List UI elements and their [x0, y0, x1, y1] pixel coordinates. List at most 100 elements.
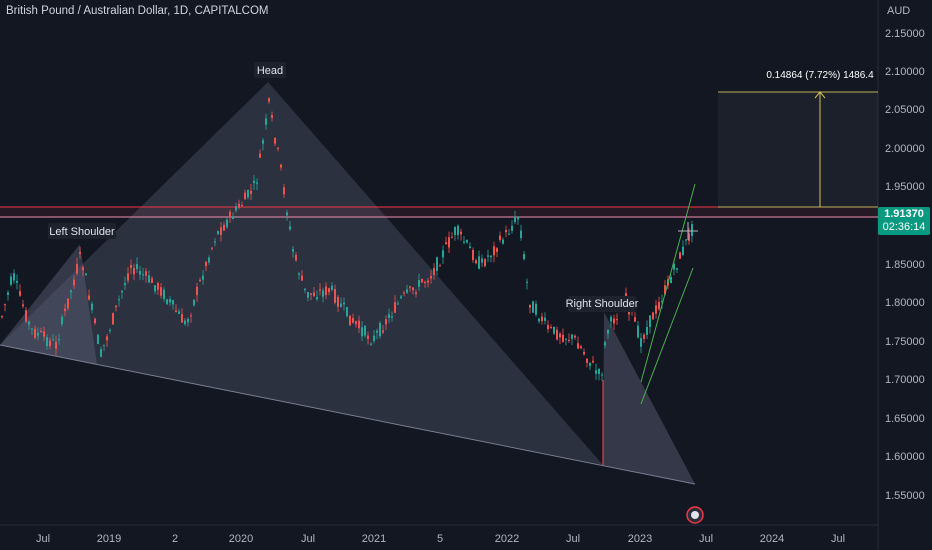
candle-body [28, 321, 30, 325]
candle-body [112, 313, 114, 325]
measure-box[interactable] [718, 92, 878, 207]
price-tick: 2.15000 [885, 28, 925, 40]
candle-body [676, 268, 678, 270]
candle-body [310, 293, 312, 295]
candle-body [436, 257, 438, 271]
candle-body [520, 230, 522, 238]
candle-body [76, 264, 78, 274]
candle-body [463, 241, 465, 243]
candle-body [607, 329, 609, 334]
candle-body [13, 273, 15, 281]
candle-body [685, 239, 687, 241]
candle-body [79, 251, 81, 254]
candle-body [274, 137, 276, 144]
time-tick: 2022 [495, 533, 519, 545]
candle-body [613, 318, 615, 324]
candle-body [514, 216, 516, 223]
candle-body [592, 360, 594, 363]
candle-body [655, 305, 657, 314]
candle-body [640, 338, 642, 347]
candle-body [358, 320, 360, 329]
candle-body [235, 206, 237, 211]
candle-body [241, 204, 243, 206]
head-triangle[interactable] [0, 82, 603, 465]
candle-body [472, 249, 474, 261]
candle-body [442, 250, 444, 258]
candle-body [523, 254, 525, 260]
candle-body [649, 315, 651, 327]
candle-body [460, 231, 462, 235]
pattern-base-line [0, 344, 696, 485]
left-shoulder-triangle[interactable] [0, 244, 97, 365]
candle-body [433, 268, 435, 275]
candle-body [394, 302, 396, 313]
candle-body [181, 314, 183, 323]
candle-body [376, 330, 378, 333]
candle-body [451, 236, 453, 238]
time-tick: 2023 [628, 533, 652, 545]
candle-body [217, 230, 219, 235]
candle-body [190, 315, 192, 317]
candle-body [373, 335, 375, 342]
candle-body [616, 319, 618, 321]
candle-body [82, 267, 84, 271]
time-tick: Jul [831, 533, 845, 545]
candle-body [577, 343, 579, 349]
channel-lower-line[interactable] [640, 267, 694, 405]
candle-body [85, 273, 87, 276]
candle-body [664, 285, 666, 295]
candle-body [283, 187, 285, 195]
candle-body [508, 233, 510, 235]
channel-upper-line[interactable] [640, 183, 696, 383]
price-tick: 1.60000 [885, 451, 925, 463]
candle-body [481, 258, 483, 263]
candle-body [154, 285, 156, 292]
candle-body [70, 290, 72, 293]
candle-body [532, 301, 534, 313]
candle-body [535, 303, 537, 315]
candle-body [406, 289, 408, 293]
candle-body [562, 334, 564, 342]
candle-body [160, 287, 162, 296]
candle-body [634, 317, 636, 322]
candle-body [364, 325, 366, 336]
candle-body [673, 263, 675, 270]
candle-body [73, 279, 75, 286]
candle-body [169, 299, 171, 303]
candle-body [403, 292, 405, 294]
candle-body [19, 291, 21, 296]
price-tick: 1.80000 [885, 297, 925, 309]
resistance-zone [0, 207, 878, 217]
candle-body [484, 259, 486, 267]
candle-body [382, 330, 384, 333]
price-axis[interactable]: 2.15000 2.10000 2.05000 2.00000 1.95000 … [885, 28, 925, 502]
time-axis[interactable]: Jul 2019 2 2020 Jul 2021 5 2022 Jul 2023… [36, 533, 845, 545]
candle-body [421, 278, 423, 283]
candle-body [550, 327, 552, 329]
candle-body [268, 98, 270, 102]
candle-body [679, 252, 681, 259]
head-label-bg [254, 62, 286, 78]
candle-body [682, 246, 684, 255]
candle-body [118, 299, 120, 301]
candle-body [49, 340, 51, 347]
candle-body [517, 217, 519, 220]
candle-body [352, 317, 354, 323]
last-price: 1.91370 [884, 208, 924, 220]
event-flag-icon[interactable] [686, 506, 704, 524]
candle-body [496, 248, 498, 252]
candle-body [31, 328, 33, 330]
candle-body [565, 338, 567, 340]
candle-body [400, 296, 402, 299]
candle-body [211, 247, 213, 249]
candle-body [25, 310, 27, 322]
candle-body [199, 279, 201, 281]
candle-body [88, 295, 90, 300]
candle-body [40, 330, 42, 333]
candle-body [334, 289, 336, 303]
right-shoulder-triangle[interactable] [603, 312, 695, 484]
candle-body [502, 239, 504, 244]
axis-currency: AUD [887, 5, 911, 17]
